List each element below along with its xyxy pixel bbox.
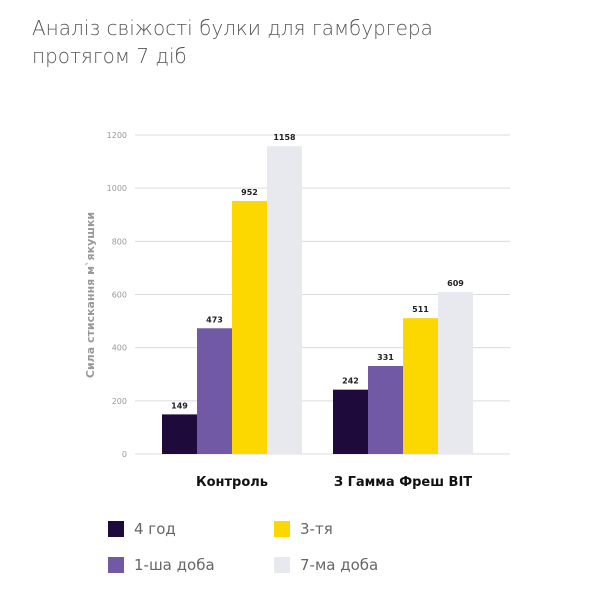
legend-item-4h: 4 год <box>108 520 176 538</box>
data-label: 609 <box>447 279 464 288</box>
y-tick-label: 200 <box>112 397 127 406</box>
bar <box>438 292 473 454</box>
legend-item-7day: 7-ма доба <box>274 556 378 574</box>
x-tick-label: З Гамма Фреш ВІТ <box>334 475 472 490</box>
legend-label: 4 год <box>134 520 176 538</box>
y-tick-label: 1200 <box>107 131 127 140</box>
y-axis-label: Сила стискання м`якушки <box>84 212 97 378</box>
legend-swatch <box>274 521 290 537</box>
y-tick-label: 1000 <box>107 184 127 193</box>
data-label: 511 <box>412 305 429 314</box>
bar <box>403 318 438 454</box>
y-tick-label: 800 <box>112 237 127 246</box>
legend-swatch <box>274 557 290 573</box>
data-label: 952 <box>241 188 258 197</box>
bar <box>333 389 368 454</box>
data-label: 473 <box>206 315 223 324</box>
chart-title: Аналіз свіжості булки для гамбургера про… <box>32 16 433 68</box>
bar <box>368 366 403 454</box>
y-tick-label: 600 <box>112 291 127 300</box>
legend-label: 1-ша доба <box>134 556 215 574</box>
data-label: 242 <box>342 377 359 386</box>
legend-item-1day: 1-ша доба <box>108 556 215 574</box>
data-label: 1158 <box>273 133 296 142</box>
y-tick-label: 400 <box>112 344 127 353</box>
data-label: 149 <box>171 401 188 410</box>
bar <box>197 328 232 454</box>
legend-label: 3-тя <box>300 520 333 538</box>
bar <box>267 146 302 455</box>
bar <box>162 414 197 454</box>
x-tick-label: Контроль <box>196 475 268 490</box>
legend-item-3day: 3-тя <box>274 520 333 538</box>
legend-swatch <box>108 521 124 537</box>
legend-label: 7-ма доба <box>300 556 379 574</box>
data-label: 331 <box>377 353 394 362</box>
bar <box>232 200 267 454</box>
legend-swatch <box>108 557 124 573</box>
y-tick-label: 0 <box>122 450 127 459</box>
